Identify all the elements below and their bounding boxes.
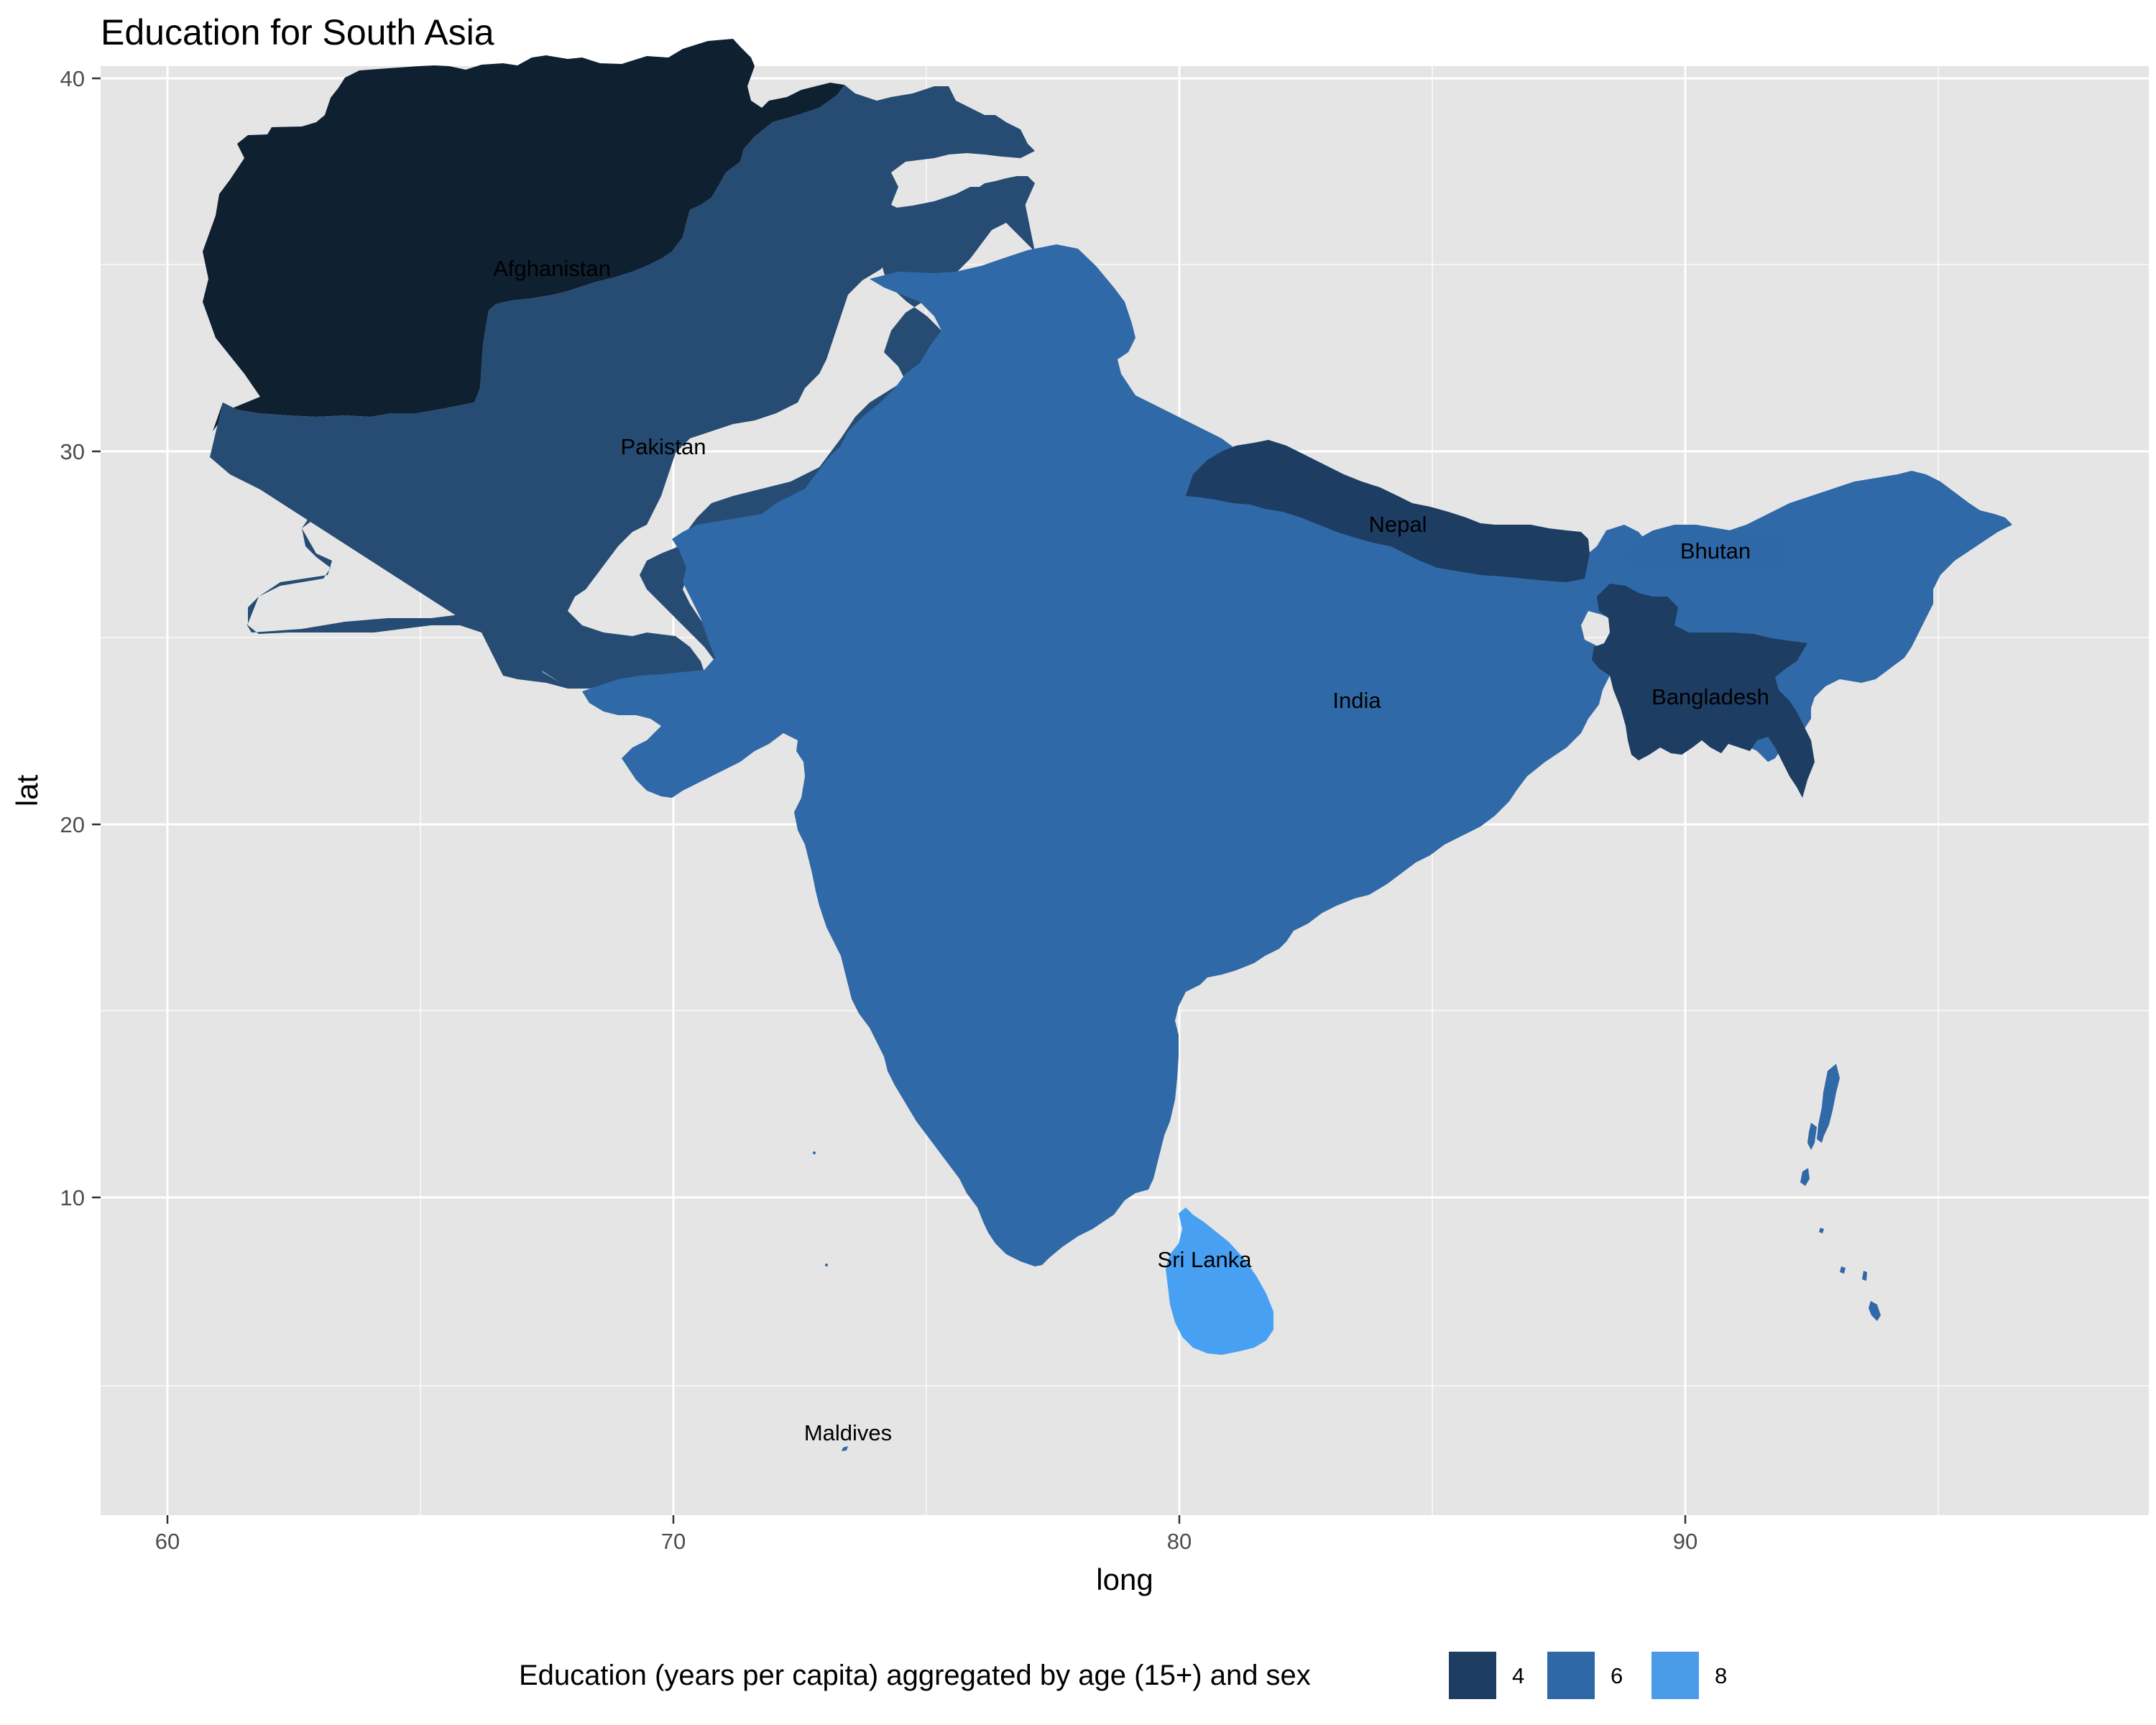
country-india <box>582 244 2012 1266</box>
country-labels: Afghanistan Pakistan India Nepal Bhutan … <box>493 256 1769 1445</box>
label-india: India <box>1332 688 1381 713</box>
islands-andaman <box>1800 1064 1881 1321</box>
y-tick-label: 10 <box>60 1185 85 1210</box>
country-bhutan <box>1623 525 1789 573</box>
legend-key-8 <box>1651 1652 1699 1699</box>
legend-key-6 <box>1547 1652 1595 1699</box>
legend-key-4 <box>1449 1652 1496 1699</box>
legend-label-4: 4 <box>1512 1663 1524 1688</box>
label-sri-lanka: Sri Lanka <box>1158 1247 1253 1272</box>
x-axis-title: long <box>1096 1563 1153 1596</box>
y-tick-label: 20 <box>60 812 85 837</box>
country-nepal <box>1186 440 1590 582</box>
x-tick-label: 90 <box>1673 1529 1697 1554</box>
label-bhutan: Bhutan <box>1680 538 1751 564</box>
x-tick-label: 80 <box>1167 1529 1192 1554</box>
y-tick-label: 30 <box>60 439 85 464</box>
y-axis-title: lat <box>10 774 44 806</box>
country-afghanistan <box>203 39 844 457</box>
country-pakistan <box>210 85 1035 689</box>
legend: Education (years per capita) aggregated … <box>519 1652 1727 1699</box>
island-dot <box>825 1264 828 1266</box>
map-title: Education for South Asia <box>101 12 494 52</box>
label-pakistan: Pakistan <box>621 434 706 459</box>
label-nepal: Nepal <box>1369 512 1427 537</box>
x-tick-label: 70 <box>661 1529 686 1554</box>
island-dot <box>813 1151 816 1154</box>
y-tick-label: 40 <box>60 66 85 91</box>
country-maldives <box>842 1446 848 1451</box>
label-afghanistan: Afghanistan <box>493 256 611 281</box>
label-maldives: Maldives <box>804 1420 892 1445</box>
y-axis: 10 20 30 40 lat <box>10 66 101 1210</box>
countries-layer <box>203 39 2012 1451</box>
legend-label-6: 6 <box>1611 1663 1623 1688</box>
legend-label-8: 8 <box>1715 1663 1727 1688</box>
country-sri-lanka <box>1166 1208 1273 1355</box>
label-bangladesh: Bangladesh <box>1651 684 1769 709</box>
x-axis: 60 70 80 90 long <box>155 1515 1697 1596</box>
country-bangladesh <box>1592 584 1815 798</box>
x-tick-label: 60 <box>155 1529 180 1554</box>
legend-title: Education (years per capita) aggregated … <box>519 1660 1311 1691</box>
